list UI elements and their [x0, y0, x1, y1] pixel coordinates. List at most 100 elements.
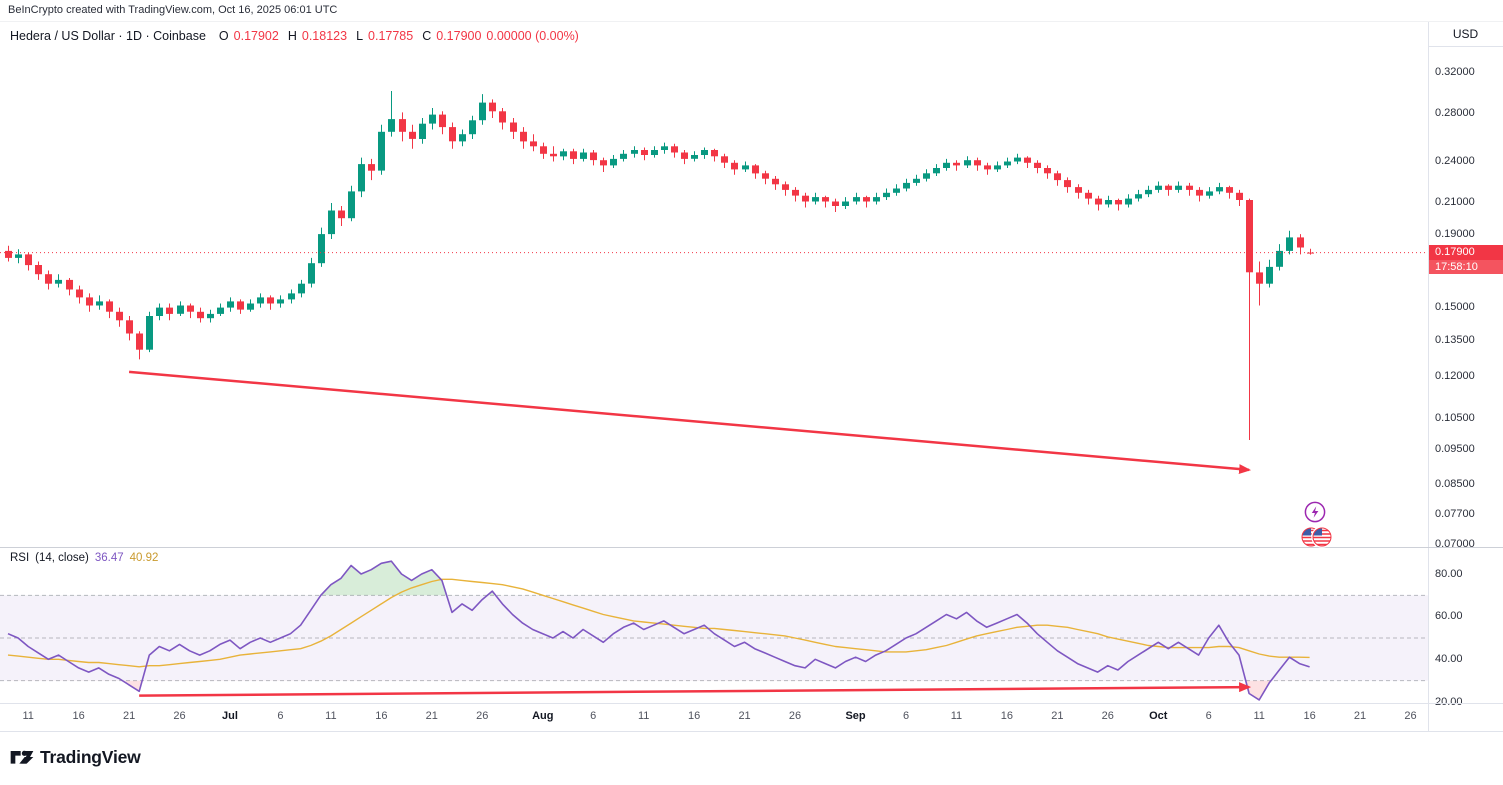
- candle-body: [802, 195, 809, 202]
- candle-body: [308, 263, 315, 284]
- candle-body: [1246, 200, 1253, 273]
- candle-body: [1165, 185, 1172, 190]
- price-axis-label: 0.28000: [1435, 107, 1475, 120]
- candle-body: [459, 134, 466, 142]
- candle-body: [711, 150, 718, 157]
- time-axis-day-label: 21: [1353, 710, 1367, 722]
- candle-body: [338, 210, 345, 219]
- candle-body: [449, 127, 456, 142]
- symbol-title[interactable]: Hedera / US Dollar · 1D · Coinbase: [10, 29, 206, 43]
- candle-body: [388, 119, 395, 132]
- candle-body: [1206, 191, 1213, 196]
- rsi-title[interactable]: RSI: [10, 552, 30, 564]
- attribution-bar: BeInCrypto created with TradingView.com,…: [0, 0, 1503, 22]
- candle-body: [86, 297, 93, 306]
- rsi-axis-label: 20.00: [1435, 695, 1463, 708]
- rsi-ma-value: 40.92: [129, 552, 159, 564]
- candle-body: [1286, 237, 1293, 251]
- candle-body: [590, 152, 597, 161]
- candle-body: [146, 316, 153, 350]
- price-axis-label: 0.15000: [1435, 301, 1475, 314]
- price-axis-label: 0.10500: [1435, 412, 1475, 425]
- candle-body: [953, 162, 960, 166]
- price-axis-label: 0.24000: [1435, 154, 1475, 167]
- rsi-axis-label: 60.00: [1435, 610, 1463, 623]
- candle-body: [540, 146, 547, 154]
- candle-body: [530, 141, 537, 147]
- candle-body: [853, 197, 860, 202]
- pane-separator[interactable]: [0, 547, 1503, 548]
- candle-body: [570, 151, 577, 159]
- candle-body: [116, 311, 123, 321]
- close-value: 0.17900: [436, 29, 482, 43]
- candle-body: [943, 162, 950, 168]
- candle-body: [136, 333, 143, 350]
- time-axis-month-label: Oct: [1149, 710, 1168, 722]
- candle-body: [328, 210, 335, 235]
- flag-badge[interactable]: [1299, 525, 1335, 554]
- candle-body: [964, 160, 971, 166]
- rsi-legend: RSI (14, close) 36.47 40.92: [10, 552, 158, 564]
- price-axis-label: 0.19000: [1435, 227, 1475, 240]
- price-axis-label: 0.12000: [1435, 370, 1475, 383]
- candle-body: [399, 119, 406, 132]
- candle-body: [15, 254, 22, 258]
- candle-body: [1115, 200, 1122, 205]
- candle-body: [96, 301, 103, 306]
- time-axis-day-label: 26: [1404, 710, 1417, 722]
- candle-body: [1004, 161, 1011, 166]
- candle-body: [762, 173, 769, 179]
- lightning-icon: [1304, 501, 1326, 523]
- candle-body: [439, 114, 446, 128]
- currency-toggle[interactable]: USD: [1428, 22, 1503, 47]
- candle-body: [1054, 173, 1061, 181]
- candle-body: [1307, 252, 1314, 254]
- time-axis-day-label: 16: [1000, 710, 1014, 722]
- time-axis-day-label: 26: [1101, 710, 1114, 722]
- candle-body: [1024, 157, 1031, 163]
- time-axis-day-label: 26: [173, 710, 186, 722]
- tradingview-logo[interactable]: TradingView: [10, 742, 141, 772]
- candle-body: [106, 301, 113, 312]
- candle-body: [1186, 185, 1193, 190]
- candle-body: [227, 301, 234, 308]
- price-axis-label: 0.32000: [1435, 65, 1475, 78]
- candle-body: [409, 131, 416, 139]
- rsi-value: 36.47: [94, 552, 124, 564]
- candle-body: [277, 299, 284, 304]
- time-axis[interactable]: 11 16 21 26 Jul 6 11 16 21 26 Aug 6 11 16 21 26 Sep 6 11 16…: [0, 704, 1503, 731]
- candle-body: [1064, 180, 1071, 188]
- candle-body: [742, 165, 749, 170]
- candle-body: [580, 152, 587, 159]
- candle-body: [66, 279, 73, 290]
- candle-body: [883, 192, 890, 198]
- candle-body: [1297, 237, 1304, 248]
- price-trend-arrow[interactable]: [128, 370, 1252, 475]
- candle-body: [701, 150, 708, 155]
- attribution-text: BeInCrypto created with TradingView.com,…: [8, 4, 338, 16]
- candle-body: [1266, 266, 1273, 284]
- lightning-badge[interactable]: [1303, 500, 1327, 529]
- low-label: L: [356, 29, 364, 43]
- candle-body: [469, 120, 476, 135]
- candle-body: [1256, 272, 1263, 284]
- time-axis-day-label: 16: [687, 710, 701, 722]
- time-axis-day-label: 21: [425, 710, 438, 722]
- candle-body: [1105, 200, 1112, 205]
- candle-body: [237, 301, 244, 310]
- time-axis-day-label: 26: [788, 710, 802, 722]
- candle-body: [1034, 162, 1041, 168]
- candle-body: [610, 158, 617, 166]
- close-label: C: [422, 29, 432, 43]
- time-axis-day-label: 11: [1253, 710, 1265, 722]
- price-axis[interactable]: USD 0.32000 0.28000 0.24000 0.21000 0.19000 0…: [1428, 22, 1503, 731]
- time-axis-day-label: 11: [637, 710, 650, 722]
- price-axis-label: 0.21000: [1435, 196, 1475, 209]
- candle-body: [550, 153, 557, 157]
- time-axis-day-label: 16: [72, 710, 85, 722]
- price-axis-label: 0.09500: [1435, 443, 1475, 456]
- rsi-trend-arrow[interactable]: [139, 682, 1252, 697]
- time-axis-day-label: 6: [902, 710, 910, 722]
- candle-body: [166, 307, 173, 314]
